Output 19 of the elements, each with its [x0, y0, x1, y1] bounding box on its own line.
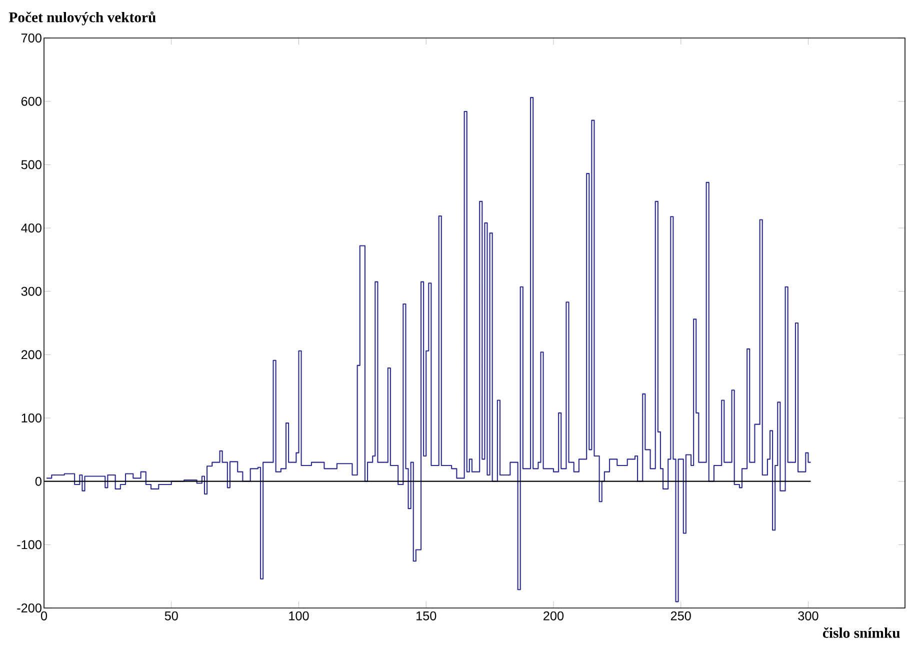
y-tick-label: 400	[21, 224, 42, 232]
x-tick-label: 0	[40, 611, 48, 620]
x-axis-title: čislo snímku	[822, 627, 900, 638]
y-axis-title: Počet nulových vektorů	[8, 12, 156, 26]
y-tick-label: 0	[35, 476, 42, 486]
y-tick-label: 100	[22, 414, 42, 422]
x-tick-label: 100	[289, 611, 309, 620]
x-tick-label: 200	[544, 611, 564, 620]
x-tick-label: 250	[670, 611, 691, 620]
y-tick-label: -100	[17, 540, 42, 550]
y-tick-label: 200	[21, 350, 42, 360]
x-tick-label: 300	[798, 611, 818, 620]
y-tick-label: 300	[21, 286, 42, 296]
y-tick-label: 700	[21, 34, 42, 42]
y-tick-label: 500	[21, 160, 42, 170]
y-tick-label: 600	[21, 96, 42, 106]
y-tick-label: -200	[17, 604, 42, 612]
x-tick-label: 150	[416, 611, 436, 620]
x-tick-label: 50	[164, 611, 178, 620]
